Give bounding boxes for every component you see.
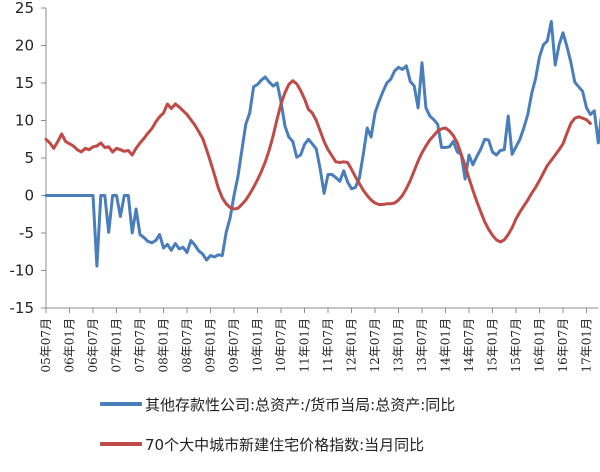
- x-tick-label: 15年01月: [486, 318, 500, 373]
- x-tick-label: 16年07月: [556, 318, 570, 373]
- x-tick-label: 11年07月: [321, 318, 335, 373]
- x-tick-label: 14年07月: [462, 318, 476, 373]
- x-axis: 05年07月 06年01月 06年07月 07年01月 07年07月 08年01月 08年0…: [39, 307, 598, 373]
- legend-item-housing-price-index: 70个大中城市新建住宅价格指数:当月同比: [100, 432, 455, 456]
- y-tick-label: -5: [19, 224, 34, 242]
- x-tick-label: 07年01月: [110, 318, 124, 373]
- y-tick-label: -15: [10, 299, 35, 317]
- y-tick-label: 0: [24, 187, 34, 205]
- legend-label: 其他存款性公司:总资产:/货币当局:总资产:同比: [145, 395, 456, 414]
- x-tick-label: 16年01月: [533, 318, 547, 373]
- x-tick-label: 12年01月: [345, 318, 359, 373]
- y-tick-label: 5: [24, 149, 34, 167]
- x-tick-label: 13年01月: [392, 318, 406, 373]
- y-tick-label: 25: [15, 0, 34, 17]
- y-tick-label: 10: [15, 112, 34, 130]
- y-tick-label: 20: [15, 37, 34, 55]
- x-tick-label: 09年01月: [204, 318, 218, 373]
- y-tick-label: -10: [10, 262, 35, 280]
- series-line-housing-price-index: [44, 79, 592, 244]
- x-tick-label: 06年01月: [63, 318, 77, 373]
- legend-label: 70个大中城市新建住宅价格指数:当月同比: [145, 435, 425, 454]
- x-tick-label: 08年07月: [180, 318, 194, 373]
- x-tick-label: 09年07月: [227, 318, 241, 373]
- legend: 其他存款性公司:总资产:/货币当局:总资产:同比 70个大中城市新建住宅价格指数…: [100, 392, 455, 472]
- x-tick-label: 11年01月: [298, 318, 312, 373]
- legend-swatch-blue: [100, 402, 142, 406]
- line-chart: 25 20 15 10 5 0 -5 -10 -15 05年07月 06年01月 06年07月 07年…: [10, 0, 600, 373]
- y-tick-label: 15: [15, 74, 34, 92]
- x-tick-label: 13年07月: [415, 318, 429, 373]
- x-tick-label: 07年07月: [133, 318, 147, 373]
- x-tick-label: 10年01月: [251, 318, 265, 373]
- series-layer: [44, 20, 600, 268]
- x-tick-label: 08年01月: [157, 318, 171, 373]
- legend-item-deposit-assets-ratio: 其他存款性公司:总资产:/货币当局:总资产:同比: [100, 392, 455, 416]
- x-tick-label: 10年07月: [274, 318, 288, 373]
- x-tick-label: 17年01月: [580, 318, 594, 373]
- x-tick-label: 15年07月: [509, 318, 523, 373]
- x-tick-label: 14年01月: [439, 318, 453, 373]
- x-tick-label: 12年07月: [368, 318, 382, 373]
- x-tick-label: 06年07月: [86, 318, 100, 373]
- x-tick-label: 05年07月: [39, 318, 53, 373]
- legend-swatch-red: [100, 442, 142, 446]
- series-line-deposit-assets-ratio: [44, 20, 600, 268]
- y-axis: 25 20 15 10 5 0 -5 -10 -15: [10, 0, 47, 317]
